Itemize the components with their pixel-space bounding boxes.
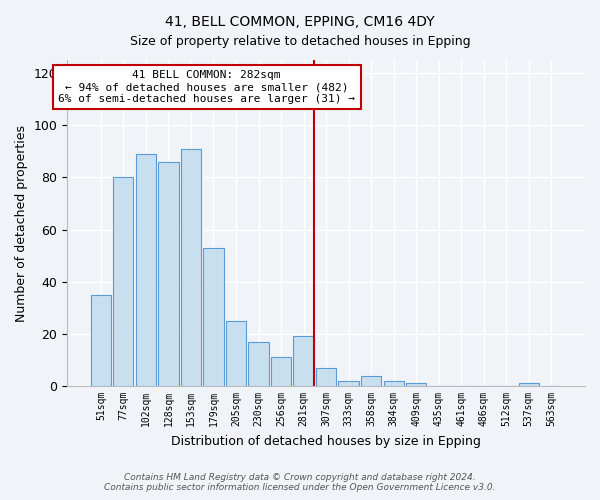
Bar [136, 154, 156, 386]
Bar [406, 384, 427, 386]
Text: Size of property relative to detached houses in Epping: Size of property relative to detached ho… [130, 35, 470, 48]
Bar [518, 384, 539, 386]
Bar [361, 376, 381, 386]
Bar [113, 178, 133, 386]
Bar [203, 248, 224, 386]
Bar [226, 321, 246, 386]
Bar [271, 358, 291, 386]
Bar [181, 148, 201, 386]
Bar [316, 368, 336, 386]
Bar [383, 381, 404, 386]
X-axis label: Distribution of detached houses by size in Epping: Distribution of detached houses by size … [171, 434, 481, 448]
Bar [293, 336, 314, 386]
Text: 41 BELL COMMON: 282sqm
← 94% of detached houses are smaller (482)
6% of semi-det: 41 BELL COMMON: 282sqm ← 94% of detached… [58, 70, 355, 104]
Bar [158, 162, 179, 386]
Bar [91, 295, 111, 386]
Bar [248, 342, 269, 386]
Text: 41, BELL COMMON, EPPING, CM16 4DY: 41, BELL COMMON, EPPING, CM16 4DY [165, 15, 435, 29]
Y-axis label: Number of detached properties: Number of detached properties [15, 124, 28, 322]
Text: Contains HM Land Registry data © Crown copyright and database right 2024.
Contai: Contains HM Land Registry data © Crown c… [104, 473, 496, 492]
Bar [338, 381, 359, 386]
